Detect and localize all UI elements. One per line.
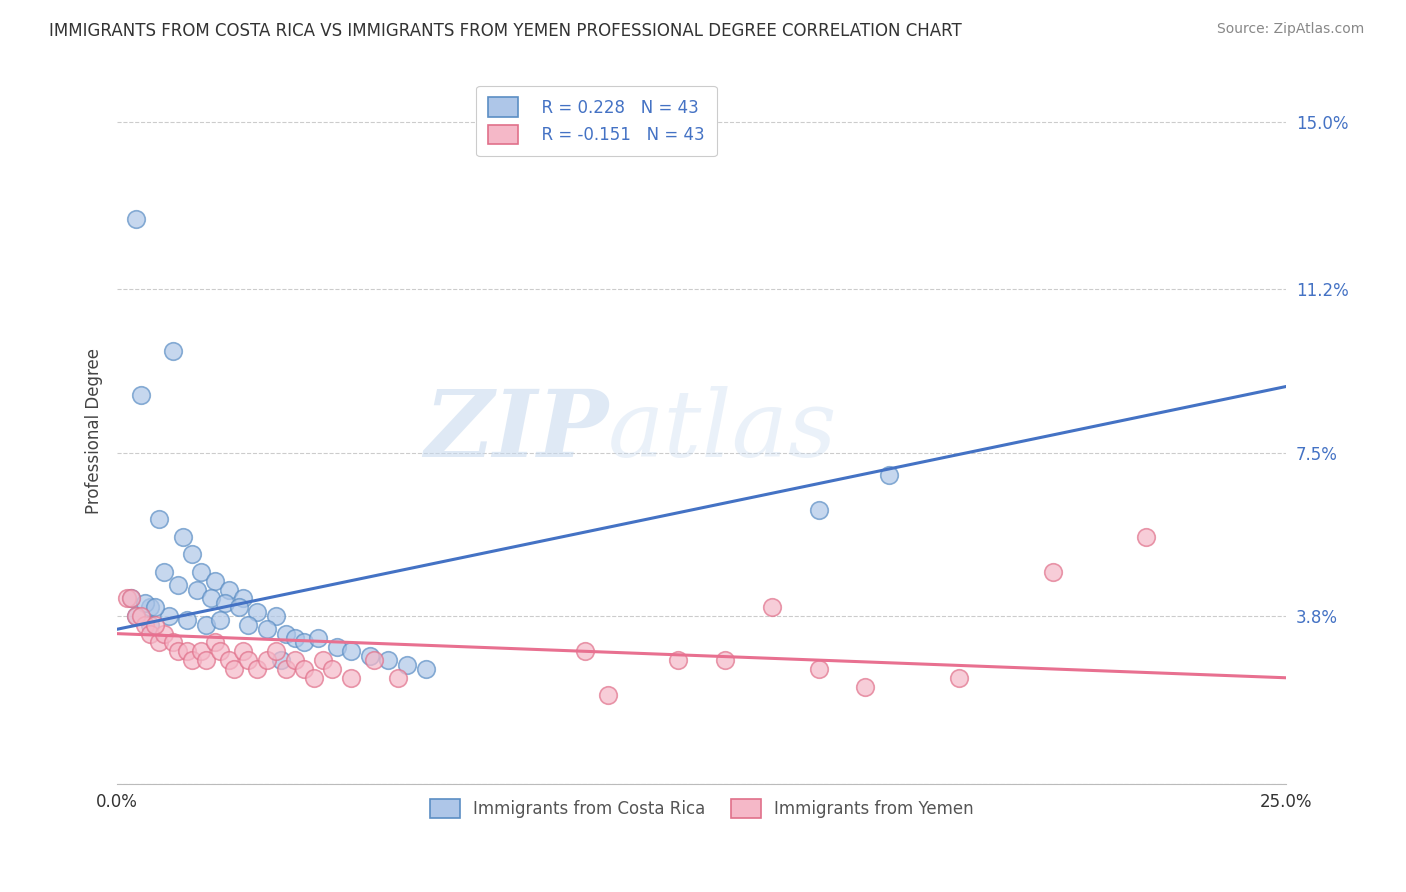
Point [340,644,363,658]
Point [302,671,325,685]
Point [218,582,240,597]
Point [312,653,335,667]
Point [167,578,190,592]
Point [120,591,142,606]
Point [1135,529,1157,543]
Legend: Immigrants from Costa Rica, Immigrants from Yemen: Immigrants from Costa Rica, Immigrants f… [423,792,980,825]
Point [292,662,315,676]
Point [363,653,385,667]
Point [162,635,184,649]
Point [139,617,162,632]
Point [181,653,204,667]
Point [190,565,212,579]
Point [340,671,363,685]
Point [167,644,190,658]
Point [359,648,381,663]
Point [125,211,148,226]
Point [877,467,900,482]
Point [181,547,204,561]
Point [186,582,208,597]
Point [326,640,349,654]
Point [264,609,287,624]
Point [143,617,166,632]
Point [153,626,176,640]
Point [284,653,307,667]
Point [256,653,278,667]
Point [195,653,218,667]
Point [209,614,232,628]
Point [129,388,152,402]
Point [264,644,287,658]
Point [284,631,307,645]
Point [195,617,218,632]
Point [134,596,156,610]
Point [153,565,176,579]
Point [204,574,226,588]
Point [270,653,292,667]
Point [807,503,830,517]
Point [209,644,232,658]
Point [190,644,212,658]
Y-axis label: Professional Degree: Professional Degree [86,348,103,514]
Point [157,609,180,624]
Point [204,635,226,649]
Point [714,653,737,667]
Point [292,635,315,649]
Text: IMMIGRANTS FROM COSTA RICA VS IMMIGRANTS FROM YEMEN PROFESSIONAL DEGREE CORRELAT: IMMIGRANTS FROM COSTA RICA VS IMMIGRANTS… [49,22,962,40]
Point [134,617,156,632]
Point [274,626,297,640]
Point [176,614,198,628]
Point [574,644,596,658]
Point [415,662,437,676]
Point [172,529,194,543]
Point [387,671,409,685]
Point [855,680,877,694]
Point [120,591,142,606]
Point [125,609,148,624]
Text: Source: ZipAtlas.com: Source: ZipAtlas.com [1216,22,1364,37]
Point [224,662,246,676]
Point [148,635,170,649]
Point [214,596,236,610]
Point [129,609,152,624]
Point [139,600,162,615]
Point [236,653,259,667]
Point [321,662,343,676]
Point [218,653,240,667]
Text: atlas: atlas [609,385,838,475]
Point [948,671,970,685]
Point [761,600,783,615]
Point [1042,565,1064,579]
Point [246,662,269,676]
Point [274,662,297,676]
Point [807,662,830,676]
Point [666,653,689,667]
Point [256,622,278,636]
Point [246,605,269,619]
Point [125,609,148,624]
Point [307,631,329,645]
Point [176,644,198,658]
Point [377,653,399,667]
Point [228,600,250,615]
Point [232,591,254,606]
Point [115,591,138,606]
Point [598,689,620,703]
Point [148,512,170,526]
Point [200,591,222,606]
Point [162,344,184,359]
Point [143,600,166,615]
Point [396,657,419,672]
Text: ZIP: ZIP [425,385,609,475]
Point [139,626,162,640]
Point [232,644,254,658]
Point [236,617,259,632]
